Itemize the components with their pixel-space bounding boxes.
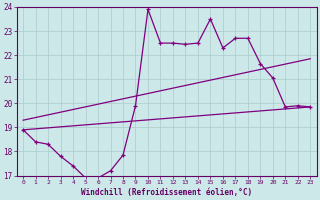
X-axis label: Windchill (Refroidissement éolien,°C): Windchill (Refroidissement éolien,°C) bbox=[81, 188, 252, 197]
